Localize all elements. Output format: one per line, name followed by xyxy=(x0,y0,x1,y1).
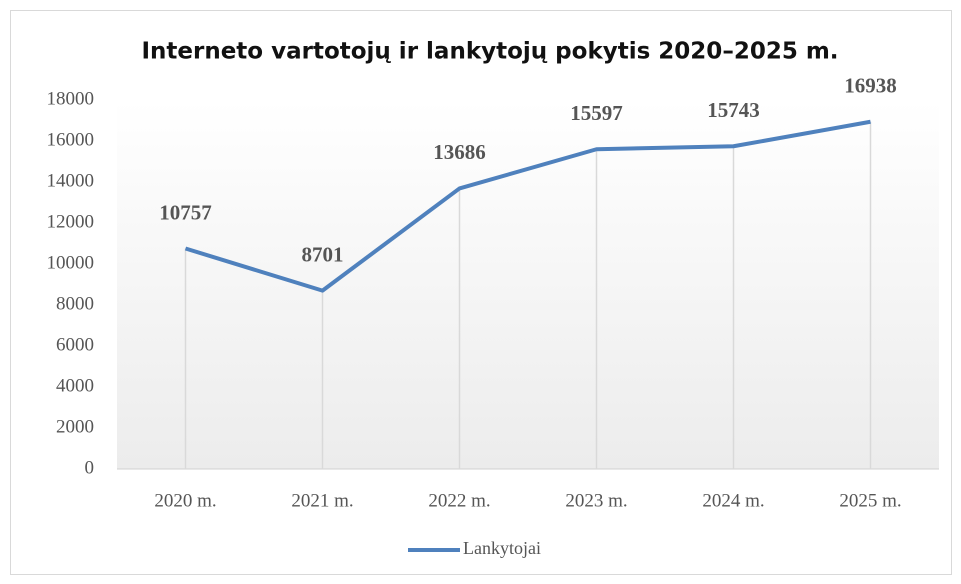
x-tick-label: 2024 m. xyxy=(702,490,764,511)
y-tick-label: 10000 xyxy=(47,252,95,273)
y-tick-label: 12000 xyxy=(47,211,95,232)
x-tick-label: 2023 m. xyxy=(565,490,627,511)
x-tick-label: 2021 m. xyxy=(291,490,353,511)
y-tick-label: 18000 xyxy=(47,88,95,109)
series-line xyxy=(184,119,871,293)
data-label: 15743 xyxy=(707,98,760,122)
y-tick-label: 0 xyxy=(85,457,95,478)
y-tick-label: 16000 xyxy=(47,129,95,150)
legend-label: Lankytojai xyxy=(463,538,541,558)
x-tick-label: 2025 m. xyxy=(839,490,901,511)
chart-title: Interneto vartotojų ir lankytojų pokytis… xyxy=(141,39,838,65)
plot-area xyxy=(117,100,939,469)
y-tick-label: 2000 xyxy=(56,416,94,437)
x-tick-label: 2020 m. xyxy=(154,490,216,511)
data-label: 16938 xyxy=(844,74,897,98)
data-label: 13686 xyxy=(433,140,486,164)
data-label: 15597 xyxy=(570,101,623,125)
y-tick-label: 8000 xyxy=(56,293,94,314)
y-tick-label: 6000 xyxy=(56,334,94,355)
data-label: 10757 xyxy=(159,200,212,224)
y-tick-label: 4000 xyxy=(56,375,94,396)
data-label: 8701 xyxy=(302,242,344,266)
x-tick-label: 2022 m. xyxy=(428,490,490,511)
y-tick-label: 14000 xyxy=(47,170,95,191)
